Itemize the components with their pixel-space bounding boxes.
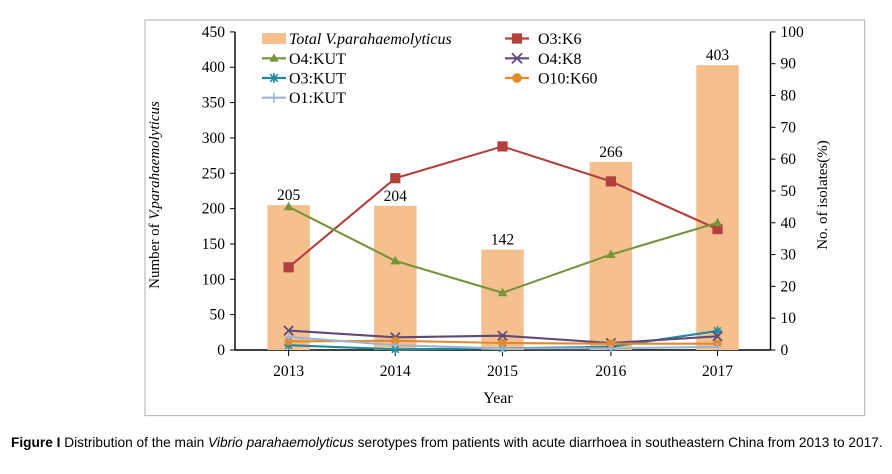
- svg-text:0: 0: [217, 342, 225, 359]
- svg-text:O1:KUT: O1:KUT: [289, 90, 346, 107]
- svg-text:90: 90: [781, 56, 797, 73]
- svg-text:50: 50: [210, 307, 226, 324]
- svg-text:266: 266: [599, 144, 623, 161]
- svg-text:403: 403: [706, 47, 730, 64]
- svg-text:300: 300: [202, 130, 226, 147]
- svg-text:2016: 2016: [595, 363, 626, 380]
- svg-text:250: 250: [202, 165, 226, 182]
- svg-text:2015: 2015: [487, 363, 518, 380]
- svg-text:400: 400: [202, 59, 226, 76]
- svg-text:2013: 2013: [273, 363, 304, 380]
- svg-text:205: 205: [277, 187, 301, 204]
- svg-text:142: 142: [491, 232, 514, 249]
- svg-text:O3:KUT: O3:KUT: [289, 71, 346, 88]
- svg-text:20: 20: [781, 278, 797, 295]
- svg-text:100: 100: [202, 271, 226, 288]
- svg-text:O10:K60: O10:K60: [538, 71, 598, 88]
- svg-text:Year: Year: [483, 390, 513, 407]
- svg-text:2017: 2017: [702, 363, 733, 380]
- svg-text:150: 150: [202, 236, 226, 253]
- svg-text:10: 10: [781, 310, 797, 327]
- svg-text:O4:KUT: O4:KUT: [289, 51, 346, 68]
- svg-text:0: 0: [781, 342, 789, 359]
- svg-text:Number of V.parahaemolyticus: Number of V.parahaemolyticus: [147, 101, 163, 289]
- svg-text:O4:K8: O4:K8: [538, 51, 582, 68]
- svg-text:30: 30: [781, 247, 797, 264]
- svg-text:80: 80: [781, 88, 797, 105]
- svg-text:100: 100: [781, 24, 805, 41]
- svg-text:O3:K6: O3:K6: [538, 31, 582, 48]
- svg-text:60: 60: [781, 151, 797, 168]
- svg-text:204: 204: [384, 188, 408, 205]
- svg-text:Total V.parahaemolyticus: Total V.parahaemolyticus: [289, 31, 452, 48]
- svg-text:2014: 2014: [380, 363, 411, 380]
- svg-text:200: 200: [202, 201, 226, 218]
- svg-text:450: 450: [202, 24, 226, 41]
- svg-text:350: 350: [202, 95, 226, 112]
- svg-text:50: 50: [781, 183, 797, 200]
- svg-text:40: 40: [781, 215, 797, 232]
- svg-text:70: 70: [781, 119, 797, 136]
- svg-text:No. of isolates(%): No. of isolates(%): [815, 140, 831, 250]
